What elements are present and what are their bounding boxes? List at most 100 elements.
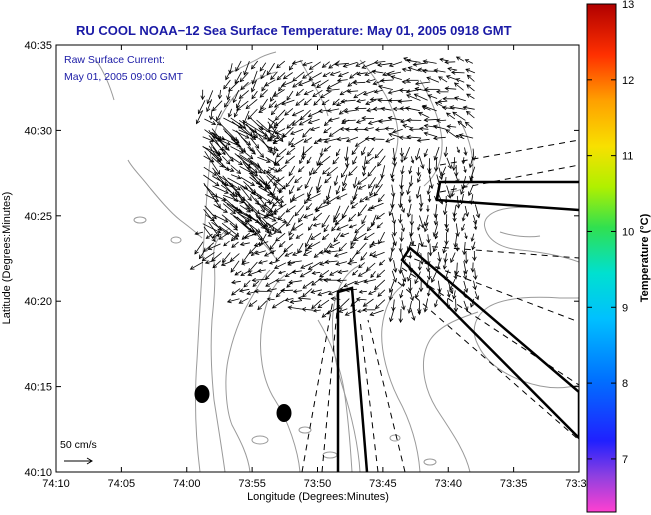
current-vector [361,215,367,225]
current-vector [444,269,449,281]
current-vector [365,78,376,84]
current-vector [446,157,452,170]
current-vector [410,156,415,164]
current-vector [441,166,447,177]
current-vector [431,269,438,283]
current-vector [355,119,366,124]
current-vector [414,81,431,86]
contour-line [95,59,115,101]
current-vector [212,117,222,126]
current-vector [286,147,296,156]
current-vector [326,249,338,255]
current-vector [289,185,295,195]
current-vector [418,155,425,170]
current-vector [464,121,474,129]
current-vector [356,98,366,104]
current-vector [328,60,340,69]
current-vector [353,279,368,285]
current-vector [266,287,277,293]
current-vector [436,288,442,300]
current-vector [361,116,375,121]
current-vector [350,299,359,307]
current-vector [453,270,458,280]
current-vector [266,166,275,174]
current-vector [409,288,415,302]
current-vector [407,270,412,282]
current-vector [212,100,223,112]
current-vector [426,205,430,213]
current-vector [298,80,311,87]
x-tick-label: 74:05 [108,478,136,490]
current-vector [332,156,340,165]
current-vector [468,157,474,169]
current-vector [375,176,384,189]
current-vector [301,146,306,161]
current-vector [418,111,430,118]
current-vector [301,145,313,156]
current-vector [268,166,279,173]
current-vector [419,215,425,229]
current-vector [258,107,267,113]
current-vector [373,89,383,94]
current-vector [310,80,322,87]
current-vector [322,167,331,175]
current-vector [257,268,266,273]
current-vector [259,62,267,72]
current-vector [385,137,395,143]
contour-line [359,59,399,165]
y-axis-label: Latitude (Degrees:Minutes) [1,192,13,325]
current-vector [437,251,442,263]
current-vector [273,262,287,269]
current-vector [380,165,386,179]
current-vector [233,108,240,118]
current-vector [436,118,447,123]
current-vector [273,118,285,129]
current-vector [392,128,403,134]
current-vector [335,261,348,266]
current-vector [391,270,397,283]
current-vector [466,93,475,99]
current-vector [367,147,374,157]
current-vector [446,289,451,298]
current-vector [212,132,230,151]
current-vector [297,296,311,301]
current-vector [257,260,268,265]
current-vector [267,118,279,126]
current-vector [446,185,452,199]
current-vector [399,289,404,299]
current-vector [206,90,214,105]
current-vector [213,214,229,223]
current-vector [456,146,460,154]
plot-area: 74:10 74:05 74:00 73:55 73:50 73:45 73:40 73:35… [24,40,592,490]
current-vector [212,136,231,146]
current-vector [339,287,348,292]
current-vector [402,123,412,129]
current-vector [358,289,367,294]
current-vector [224,98,231,108]
current-vector [453,298,459,313]
current-vector [362,90,376,96]
current-vector [401,223,405,232]
current-vector [443,176,448,185]
current-vector [377,194,385,203]
current-vector [270,91,277,103]
current-vector [391,213,396,225]
current-vector [432,124,447,130]
current-vector [314,204,330,211]
current-vector [299,270,312,278]
current-vector [442,243,447,254]
current-vector [218,225,239,240]
colorbar-tick-label: 11 [622,151,633,163]
current-vector [418,281,424,293]
current-vector [219,175,241,191]
current-annotation-line1: Raw Surface Current: [64,54,165,66]
scale-label: 50 cm/s [60,439,97,451]
current-vector [365,156,374,165]
current-vector [273,89,285,97]
current-vector [406,185,411,196]
current-vector [286,90,294,101]
current-vector [455,243,460,252]
current-vector [232,89,240,104]
current-vector [472,214,478,225]
current-vector [329,270,339,276]
